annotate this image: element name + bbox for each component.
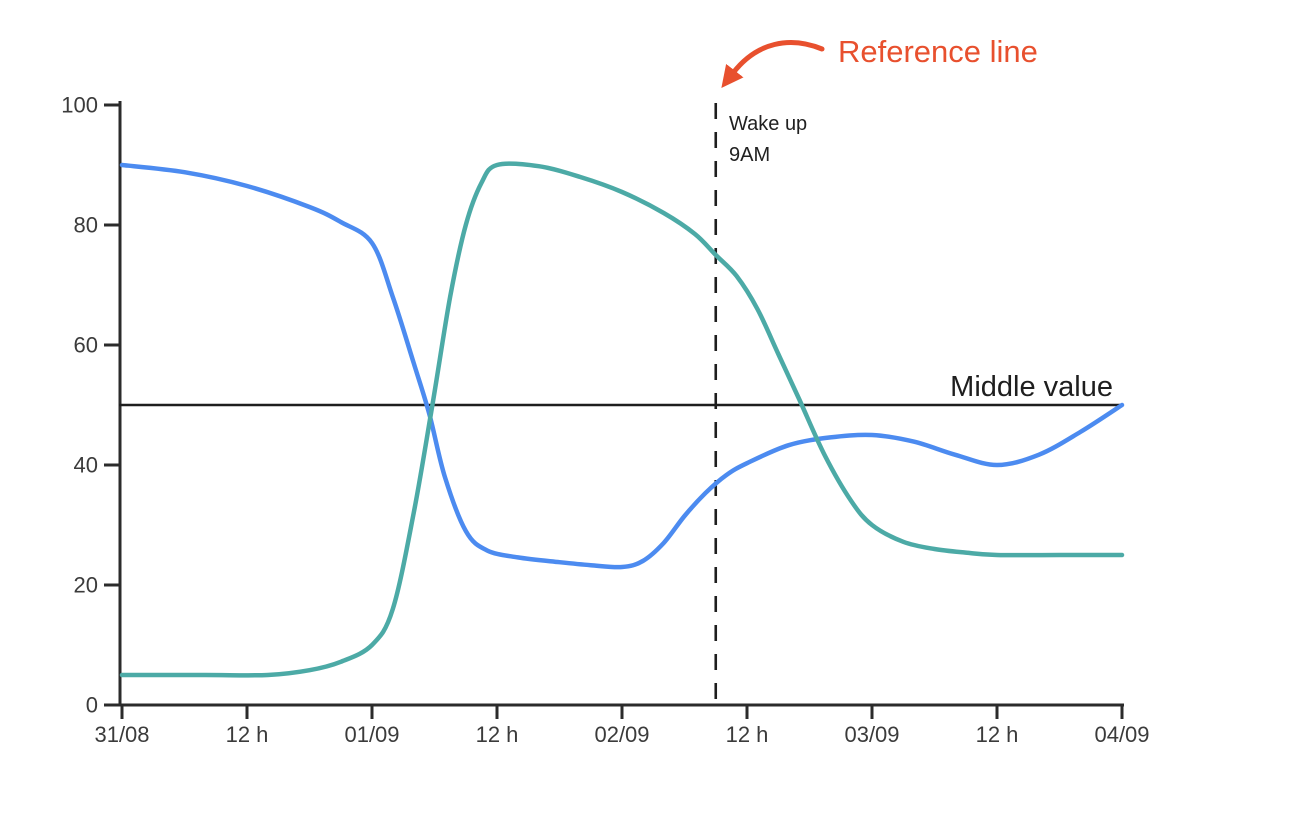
x-axis-tick-label: 12 h [226, 722, 269, 747]
y-axis-ticks: 0 20 40 60 80 100 [61, 93, 120, 718]
y-axis-tick-label: 100 [61, 93, 98, 118]
y-axis-tick-label: 60 [74, 333, 98, 358]
blue-line [119, 162, 1125, 570]
middle-value-label: Middle value [950, 371, 1113, 403]
y-axis-tick-label: 20 [74, 573, 98, 598]
x-axis-tick-label: 31/08 [94, 722, 149, 747]
y-axis-tick-label: 0 [86, 693, 98, 718]
y-axis-tick-label: 40 [74, 453, 98, 478]
wake-up-time-label: 9AM [729, 144, 770, 166]
annotation-arrow [721, 40, 825, 89]
x-axis-ticks: 31/08 12 h 01/09 12 h 02/09 12 h 03/09 12 h 04/0… [94, 705, 1150, 747]
series-lines [119, 161, 1125, 678]
teal-line [119, 161, 1125, 678]
reference-line-label: Reference line [838, 34, 1038, 69]
x-axis-tick-label: 03/09 [844, 722, 899, 747]
x-axis-tick-label: 04/09 [1094, 722, 1149, 747]
x-axis-tick-label: 01/09 [344, 722, 399, 747]
x-axis-tick-label: 12 h [976, 722, 1019, 747]
wake-up-label: Wake up [729, 113, 807, 135]
x-axis-tick-label: 12 h [476, 722, 519, 747]
y-axis-tick-label: 80 [74, 213, 98, 238]
x-axis-tick-label: 12 h [726, 722, 769, 747]
x-axis-tick-label: 02/09 [594, 722, 649, 747]
